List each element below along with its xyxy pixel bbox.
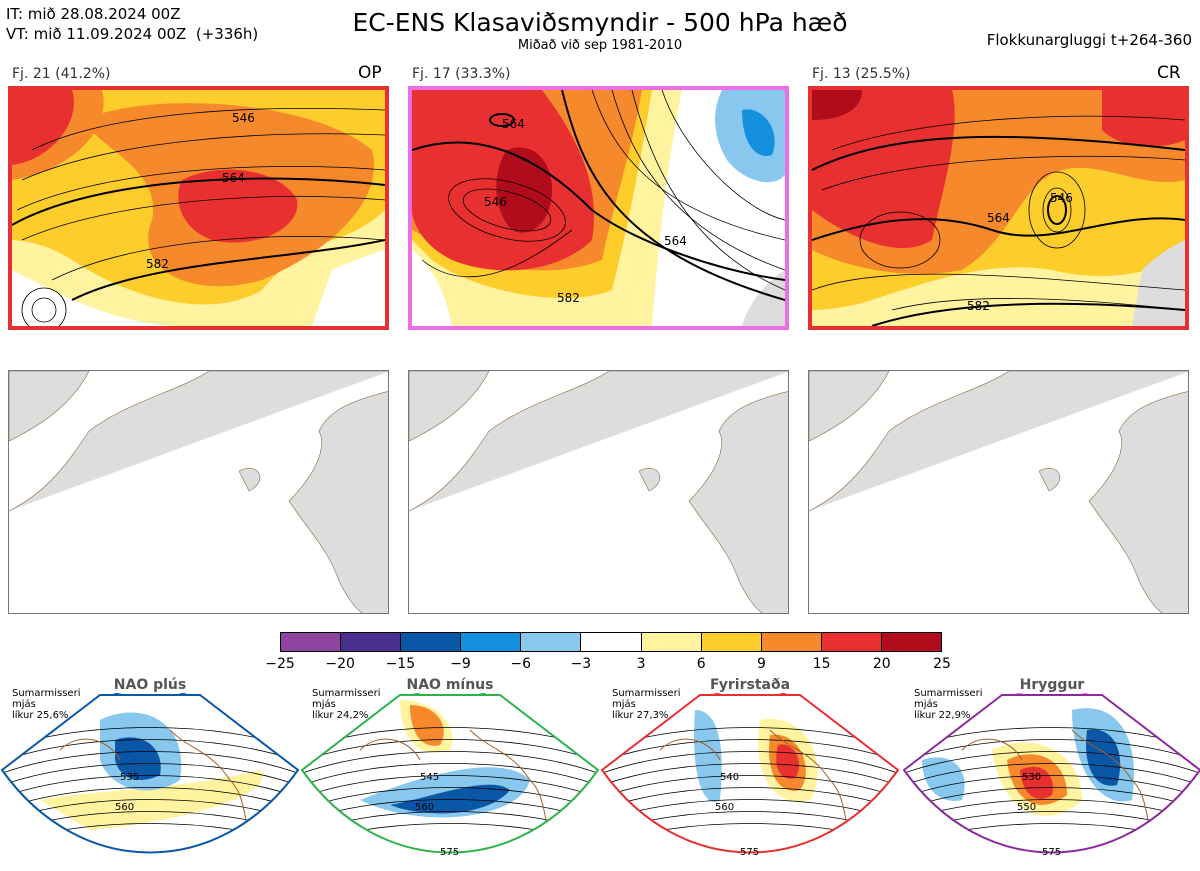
colorbar-swatch bbox=[881, 633, 942, 651]
contour-label: 535 bbox=[120, 772, 139, 783]
contour-label: 575 bbox=[1042, 847, 1061, 858]
page-title: EC-ENS Klasaviðsmyndir - 500 hPa hæð bbox=[352, 8, 848, 37]
contour-label: 545 bbox=[420, 772, 439, 783]
cluster-3-label: Fj. 13 (25.5%) bbox=[812, 66, 911, 82]
colorbar-swatch bbox=[761, 633, 822, 651]
colorbar-swatch bbox=[341, 633, 402, 651]
contour-label: 575 bbox=[740, 847, 759, 858]
colorbar-tick-label: −6 bbox=[510, 656, 532, 672]
regime-title: NAO plús bbox=[113, 677, 187, 693]
contour-label: 540 bbox=[720, 772, 739, 783]
regime-info: Sumarmisseri mjás líkur 25,6% bbox=[12, 688, 81, 721]
classification-window: Flokkunargluggi t+264-360 bbox=[986, 31, 1192, 49]
colorbar-swatch bbox=[581, 633, 642, 651]
contour-label: 530 bbox=[1022, 772, 1041, 783]
colorbar-swatch bbox=[701, 633, 762, 651]
blank-map-2 bbox=[408, 370, 789, 614]
colorbar-swatch bbox=[641, 633, 702, 651]
contour-label: 582 bbox=[146, 257, 169, 271]
colorbar-tick-label: 3 bbox=[636, 656, 646, 672]
valid-time: VT: mið 11.09.2024 00Z (+336h) bbox=[6, 25, 259, 43]
regime-info: Sumarmisseri mjás líkur 22,9% bbox=[914, 688, 983, 721]
page-subtitle: Miðað við sep 1981-2010 bbox=[517, 38, 683, 53]
contour-label: 550 bbox=[1017, 802, 1036, 813]
contour-label: 546 bbox=[1050, 191, 1073, 205]
blank-map-3 bbox=[808, 370, 1189, 614]
colorbar-tick-label: 20 bbox=[872, 656, 891, 672]
colorbar-tick-label: −20 bbox=[325, 656, 355, 672]
colorbar-tick-label: 25 bbox=[933, 656, 951, 672]
contour-label: 564 bbox=[664, 234, 687, 248]
issue-time: IT: mið 28.08.2024 00Z bbox=[6, 5, 181, 23]
colorbar-tick-label: −15 bbox=[385, 656, 416, 672]
regime-map: 545 560 575 bbox=[300, 694, 600, 858]
colorbar-tick-label: 15 bbox=[812, 656, 831, 672]
contour-label: 546 bbox=[232, 111, 255, 125]
colorbar-tick-label: 6 bbox=[696, 656, 706, 672]
regime-map: 530 550 575 bbox=[902, 694, 1200, 858]
regime-title: Hryggur bbox=[1019, 677, 1085, 693]
contour-label: 564 bbox=[222, 171, 245, 185]
contour-label: 582 bbox=[557, 291, 580, 305]
contour-label: 560 bbox=[115, 802, 134, 813]
run-info: IT: mið 28.08.2024 00Z VT: mið 11.09.2024… bbox=[6, 4, 258, 44]
contour-label: 582 bbox=[967, 299, 990, 313]
colorbar-swatch bbox=[401, 633, 462, 651]
cluster-1-label: Fj. 21 (41.2%) bbox=[12, 66, 111, 82]
contour-label: 560 bbox=[715, 802, 734, 813]
cluster-1-map: 546 564 582 bbox=[8, 86, 389, 330]
colorbar-swatch bbox=[281, 633, 342, 651]
colorbar-tick-label: 9 bbox=[756, 656, 766, 672]
colorbar-swatch bbox=[521, 633, 582, 651]
colorbar-tick-label: −9 bbox=[450, 656, 471, 672]
cluster-3-code: CR bbox=[1157, 63, 1181, 83]
contour-label: 564 bbox=[502, 117, 525, 131]
contour-label: 564 bbox=[987, 211, 1010, 225]
cluster-3-map: 564 546 582 bbox=[808, 86, 1189, 330]
regime-title: Fyrirstaða bbox=[709, 677, 791, 693]
regime-map: 535 560 bbox=[0, 694, 300, 854]
contour-label: 575 bbox=[440, 847, 459, 858]
cluster-2-map: 564 546 564 582 bbox=[408, 86, 789, 330]
regime-title: NAO mínus bbox=[406, 677, 494, 693]
regime-info: Sumarmisseri mjás líkur 27,3% bbox=[612, 688, 681, 721]
colorbar-tick-label: −25 bbox=[265, 656, 295, 672]
cluster-1-code: OP bbox=[358, 63, 382, 83]
colorbar-tick-label: −3 bbox=[570, 656, 592, 672]
regime-map: 540 560 575 bbox=[600, 694, 900, 858]
colorbar-swatch bbox=[461, 633, 522, 651]
colorbar-swatch bbox=[821, 633, 882, 651]
cluster-2-label: Fj. 17 (33.3%) bbox=[412, 66, 511, 82]
contour-label: 560 bbox=[415, 802, 434, 813]
regime-info: Sumarmisseri mjás líkur 24,2% bbox=[312, 688, 381, 721]
blank-map-1 bbox=[8, 370, 389, 614]
colorbar bbox=[280, 632, 942, 652]
contour-label: 546 bbox=[484, 195, 507, 209]
